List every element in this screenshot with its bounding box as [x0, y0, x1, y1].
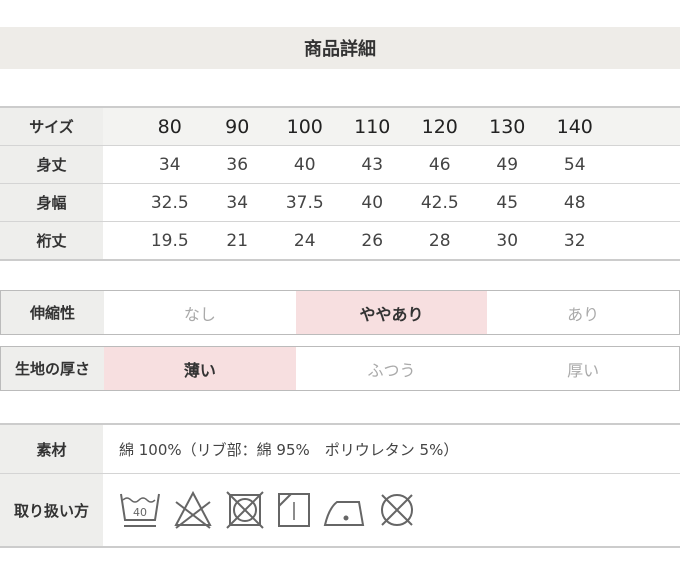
table-cell: 140 — [556, 115, 593, 138]
table-cell: 37.5 — [285, 192, 324, 213]
material-value: 綿 100%（リブ部：綿 95% ポリウレタン 5%） — [119, 440, 459, 459]
table-cell: 30 — [496, 230, 519, 251]
thickness-option-thin: 薄い — [104, 347, 296, 390]
table-cell: 32.5 — [150, 192, 189, 213]
stretch-option-none: なし — [183, 304, 216, 324]
table-cell: 28 — [428, 230, 451, 251]
table-cell: 40 — [293, 154, 316, 175]
care-row: 取り扱い方 40 — [0, 473, 680, 546]
wash-40-icon: 40 — [120, 493, 160, 527]
table-row-size: サイズ 80 90 100 110 120 130 140 — [0, 108, 680, 145]
table-cell: 42.5 — [420, 192, 459, 213]
table-row-length: 身丈 34 36 40 43 46 49 54 — [0, 145, 680, 183]
thickness-option-thick: 厚い — [567, 360, 600, 380]
table-cell: 49 — [496, 154, 519, 175]
stretch-option-yes: あり — [567, 304, 600, 324]
table-cell: 34 — [158, 154, 181, 175]
table-cell: 48 — [563, 192, 586, 213]
table-cell: 19.5 — [150, 230, 189, 251]
thickness-scale: 生地の厚さ 薄い ふつう 厚い — [0, 346, 680, 391]
care-label: 取り扱い方 — [0, 474, 103, 546]
table-cell: 34 — [226, 192, 249, 213]
table-cell: 90 — [225, 115, 250, 138]
table-cell: 26 — [361, 230, 384, 251]
table-cell: 130 — [489, 115, 526, 138]
table-cell: 43 — [361, 154, 384, 175]
no-dry-clean-icon — [381, 494, 413, 526]
thickness-label: 生地の厚さ — [1, 347, 104, 390]
table-cell: 120 — [421, 115, 458, 138]
table-cell: 110 — [354, 115, 391, 138]
material-row: 素材 綿 100%（リブ部：綿 95% ポリウレタン 5%） — [0, 425, 680, 473]
table-cell: 32 — [563, 230, 586, 251]
table-cell: 45 — [496, 192, 519, 213]
table-cell: 21 — [226, 230, 249, 251]
table-cell: 80 — [157, 115, 182, 138]
table-cell: 36 — [226, 154, 249, 175]
table-cell: 24 — [293, 230, 316, 251]
drip-dry-shade-icon — [278, 493, 310, 527]
table-cell: 40 — [361, 192, 384, 213]
row-label: 身丈 — [0, 146, 103, 183]
material-table: 素材 綿 100%（リブ部：綿 95% ポリウレタン 5%） 取り扱い方 40 — [0, 423, 680, 548]
stretch-scale: 伸縮性 なし ややあり あり — [0, 290, 680, 335]
stretch-option-slight: ややあり — [295, 291, 488, 334]
thickness-option-normal: ふつう — [367, 360, 416, 380]
no-tumble-dry-icon — [226, 491, 264, 529]
table-row-width: 身幅 32.5 34 37.5 40 42.5 45 48 — [0, 183, 680, 221]
table-row-sleeve: 裄丈 19.5 21 24 26 28 30 32 — [0, 221, 680, 259]
row-label: サイズ — [0, 108, 103, 145]
page-title: 商品詳細 — [0, 27, 680, 69]
wash-temp: 40 — [133, 506, 147, 519]
table-cell: 100 — [286, 115, 323, 138]
table-cell: 54 — [563, 154, 586, 175]
stretch-label: 伸縮性 — [1, 291, 104, 334]
row-label: 裄丈 — [0, 222, 103, 259]
size-table: サイズ 80 90 100 110 120 130 140 身丈 34 36 40 43 46 49 5… — [0, 106, 680, 261]
iron-low-icon — [323, 501, 365, 526]
row-label: 身幅 — [0, 184, 103, 221]
material-label: 素材 — [0, 425, 103, 473]
table-cell: 46 — [428, 154, 451, 175]
no-bleach-icon — [174, 490, 212, 529]
